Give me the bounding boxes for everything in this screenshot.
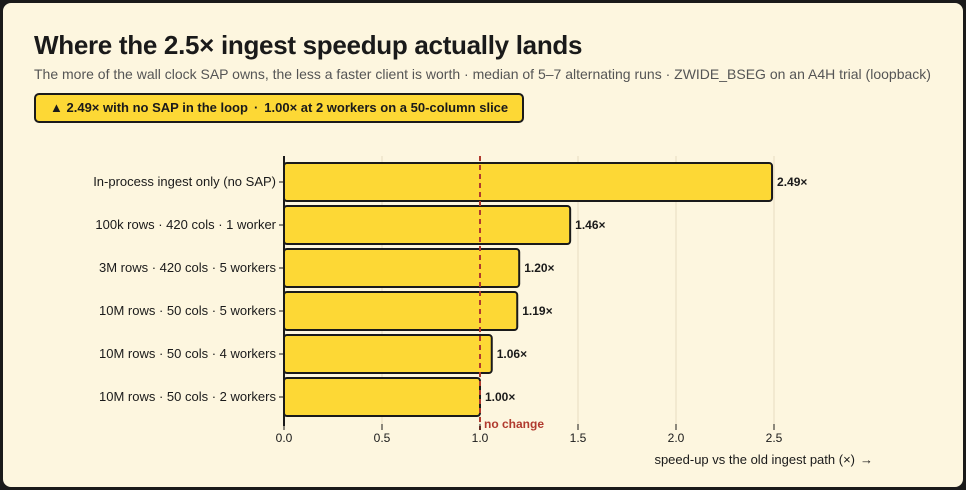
- up-arrow-icon: ▲: [50, 100, 63, 115]
- x-tick-label: 0.5: [374, 431, 391, 445]
- bar-value-label: 1.06×: [497, 347, 527, 361]
- x-tick-label: 1.0: [472, 431, 489, 445]
- bar-value-label: 2.49×: [777, 175, 807, 189]
- x-tick-label: 2.5: [766, 431, 783, 445]
- badge-text-primary: 2.49× with no SAP in the loop: [66, 100, 248, 115]
- bar: [283, 377, 481, 417]
- x-tick-label: 1.5: [570, 431, 587, 445]
- category-label: 100k rows · 420 cols · 1 worker: [95, 217, 276, 232]
- axes: In-process ingest only (no SAP) 100k rows…: [93, 156, 873, 467]
- bar-value-label: 1.00×: [485, 390, 515, 404]
- category-label: 10M rows · 50 cols · 5 workers: [99, 303, 276, 318]
- reference-line-group: no change: [479, 156, 544, 431]
- bar: [283, 162, 774, 202]
- bar-chart: 2.49× 1.46× 1.20× 1.19× 1.06× 1.00× no change…: [93, 156, 873, 467]
- x-tick-label: 2.0: [668, 431, 685, 445]
- bar-value-label: 1.19×: [522, 304, 552, 318]
- badge-text-secondary: 1.00× at 2 workers on a 50-column slice: [264, 100, 509, 115]
- summary-badge: ▲ 2.49× with no SAP in the loop · 1.00× at…: [34, 93, 525, 123]
- x-tick-label: 0.0: [276, 431, 293, 445]
- bar: [283, 291, 519, 331]
- bar-value-label: 1.20×: [524, 261, 554, 275]
- bar: [283, 334, 493, 374]
- category-label: 10M rows · 50 cols · 2 workers: [99, 389, 276, 404]
- category-label: 10M rows · 50 cols · 4 workers: [99, 346, 276, 361]
- page-title: Where the 2.5× ingest speedup actually l…: [34, 30, 583, 60]
- x-axis-arrow-icon: →: [860, 452, 873, 467]
- category-label: In-process ingest only (no SAP): [93, 174, 276, 189]
- category-label: 3M rows · 420 cols · 5 workers: [99, 260, 276, 275]
- bar: [283, 248, 521, 288]
- reference-line-label: no change: [484, 417, 544, 431]
- badge-separator: ·: [253, 100, 259, 115]
- bar: [283, 205, 572, 245]
- bars: 2.49× 1.46× 1.20× 1.19× 1.06× 1.00×: [283, 162, 807, 417]
- page-subtitle: The more of the wall clock SAP owns, the…: [34, 66, 931, 82]
- bar-value-label: 1.46×: [575, 218, 605, 232]
- x-axis-title: speed-up vs the old ingest path (×): [654, 452, 855, 467]
